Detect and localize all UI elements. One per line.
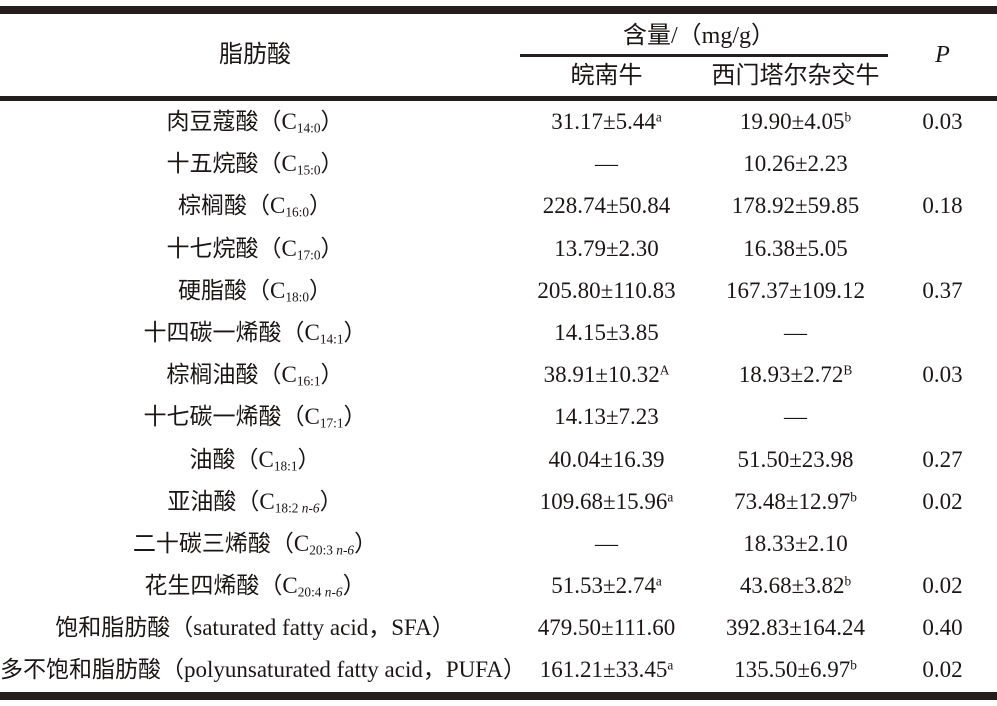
fatty-acid-label: 十七碳一烯酸（C17:1） bbox=[143, 404, 367, 432]
simmental-value: — bbox=[784, 404, 807, 430]
wannan-value: — bbox=[595, 530, 618, 556]
p-value: 0.02 bbox=[922, 488, 963, 514]
header-content-label: 含量/（mg/g） bbox=[622, 23, 775, 49]
table-row: 饱和脂肪酸（saturated fatty acid，SFA） 479.50±11… bbox=[0, 607, 997, 649]
fatty-acid-label: 硬脂酸（C18:0） bbox=[177, 277, 333, 305]
p-value bbox=[888, 228, 997, 270]
p-value: 0.40 bbox=[922, 615, 963, 641]
simmental-value: 43.68±3.82b bbox=[739, 573, 852, 599]
table-row: 亚油酸（C18:2 n-6） 109.68±15.96a 73.48±12.97b 0… bbox=[0, 481, 997, 523]
simmental-value: 51.50±23.98 bbox=[737, 446, 854, 472]
wannan-value: 31.17±5.44a bbox=[551, 109, 662, 134]
header-simmental-crossbred: 西门塔尔杂交牛 bbox=[711, 63, 880, 89]
wannan-value: 14.13±7.23 bbox=[554, 404, 659, 430]
wannan-value: 40.04±16.39 bbox=[548, 446, 665, 472]
wannan-value: 161.21±33.45a bbox=[539, 657, 674, 683]
fatty-acid-label: 肉豆蔻酸（C14:0） bbox=[166, 109, 344, 136]
table-row: 十七碳一烯酸（C17:1） 14.13±7.23 — bbox=[0, 396, 997, 438]
p-value: 0.02 bbox=[922, 657, 963, 683]
header-p-value: P bbox=[935, 42, 950, 68]
header-subcolumns: 皖南牛 西门塔尔杂交牛 bbox=[510, 57, 888, 96]
simmental-value: 19.90±4.05b bbox=[739, 109, 852, 134]
wannan-value: 14.15±3.85 bbox=[554, 319, 659, 345]
wannan-value: 479.50±111.60 bbox=[537, 615, 676, 641]
fatty-acid-label: 十七烷酸（C17:0） bbox=[166, 235, 344, 263]
fatty-acid-label: 多不饱和脂肪酸（polyunsaturated fatty acid，PUFA） bbox=[0, 657, 526, 683]
fatty-acid-label: 十五烷酸（C15:0） bbox=[166, 151, 344, 178]
p-value bbox=[888, 143, 997, 185]
fatty-acid-label: 棕榈酸（C16:0） bbox=[177, 193, 333, 221]
table-body: 肉豆蔻酸（C14:0） 31.17±5.44a 19.90±4.05b 0.03 十五烷… bbox=[0, 101, 997, 692]
wannan-value: 228.74±50.84 bbox=[542, 193, 671, 219]
simmental-value: — bbox=[784, 319, 807, 345]
table-bottom-border bbox=[0, 691, 997, 700]
simmental-value: 135.50±6.97b bbox=[734, 657, 857, 683]
table-row: 棕榈油酸（C16:1） 38.91±10.32A 18.93±2.72B 0.03 bbox=[0, 354, 997, 396]
header-group-underline bbox=[520, 54, 888, 57]
p-value bbox=[888, 312, 997, 354]
p-value: 0.37 bbox=[922, 277, 963, 303]
simmental-value: 73.48±12.97b bbox=[734, 488, 857, 514]
header-content-group: 含量/（mg/g） 皖南牛 西门塔尔杂交牛 bbox=[510, 14, 888, 96]
simmental-value: 178.92±59.85 bbox=[731, 193, 860, 219]
wannan-value: — bbox=[595, 151, 618, 177]
simmental-value: 18.93±2.72B bbox=[738, 362, 853, 388]
fatty-acid-label: 二十碳三烯酸（C20:3 n-6） bbox=[132, 530, 378, 558]
header-bottom-border bbox=[0, 96, 997, 101]
fatty-acid-label: 十四碳一烯酸（C14:1） bbox=[143, 319, 367, 347]
table-row: 多不饱和脂肪酸（polyunsaturated fatty acid，PUFA）… bbox=[0, 649, 997, 691]
p-value bbox=[888, 523, 997, 565]
table-top-border bbox=[0, 6, 997, 14]
table-row: 二十碳三烯酸（C20:3 n-6） — 18.33±2.10 bbox=[0, 523, 997, 565]
wannan-value: 109.68±15.96a bbox=[539, 488, 674, 514]
simmental-value: 10.26±2.23 bbox=[743, 151, 848, 177]
p-value: 0.18 bbox=[922, 193, 963, 219]
table-row: 硬脂酸（C18:0） 205.80±110.83 167.37±109.12 0.37 bbox=[0, 270, 997, 312]
fatty-acid-label: 亚油酸（C18:2 n-6） bbox=[167, 488, 343, 516]
table-row: 棕榈酸（C16:0） 228.74±50.84 178.92±59.85 0.18 bbox=[0, 185, 997, 227]
header-fatty-acid: 脂肪酸 bbox=[219, 42, 291, 68]
simmental-value: 18.33±2.10 bbox=[743, 530, 848, 556]
table-row: 十七烷酸（C17:0） 13.79±2.30 16.38±5.05 bbox=[0, 228, 997, 270]
fatty-acid-label: 棕榈油酸（C16:1） bbox=[166, 362, 344, 389]
p-value: 0.27 bbox=[922, 446, 963, 472]
table-header: 脂肪酸 含量/（mg/g） 皖南牛 西门塔尔杂交牛 P bbox=[0, 14, 997, 96]
table-row: 花生四烯酸（C20:4 n-6） 51.53±2.74a 43.68±3.82b 0.… bbox=[0, 565, 997, 607]
fatty-acid-label: 油酸（C18:1） bbox=[189, 446, 321, 474]
p-value: 0.03 bbox=[922, 109, 963, 134]
table-row: 肉豆蔻酸（C14:0） 31.17±5.44a 19.90±4.05b 0.03 bbox=[0, 101, 997, 143]
p-value: 0.03 bbox=[922, 362, 963, 388]
simmental-value: 392.83±164.24 bbox=[725, 615, 866, 641]
table-row: 油酸（C18:1） 40.04±16.39 51.50±23.98 0.27 bbox=[0, 439, 997, 481]
table-row: 十五烷酸（C15:0） — 10.26±2.23 bbox=[0, 143, 997, 185]
wannan-value: 51.53±2.74a bbox=[551, 573, 662, 599]
fatty-acid-label: 饱和脂肪酸（saturated fatty acid，SFA） bbox=[55, 615, 455, 641]
wannan-value: 205.80±110.83 bbox=[537, 277, 676, 303]
simmental-value: 167.37±109.12 bbox=[725, 277, 866, 303]
p-value bbox=[888, 396, 997, 438]
wannan-value: 38.91±10.32A bbox=[543, 362, 670, 388]
fatty-acid-label: 花生四烯酸（C20:4 n-6） bbox=[144, 573, 366, 600]
p-value: 0.02 bbox=[922, 573, 963, 599]
header-wannan-cattle: 皖南牛 bbox=[570, 63, 643, 89]
simmental-value: 16.38±5.05 bbox=[743, 235, 848, 261]
wannan-value: 13.79±2.30 bbox=[554, 235, 659, 261]
table-row: 十四碳一烯酸（C14:1） 14.15±3.85 — bbox=[0, 312, 997, 354]
